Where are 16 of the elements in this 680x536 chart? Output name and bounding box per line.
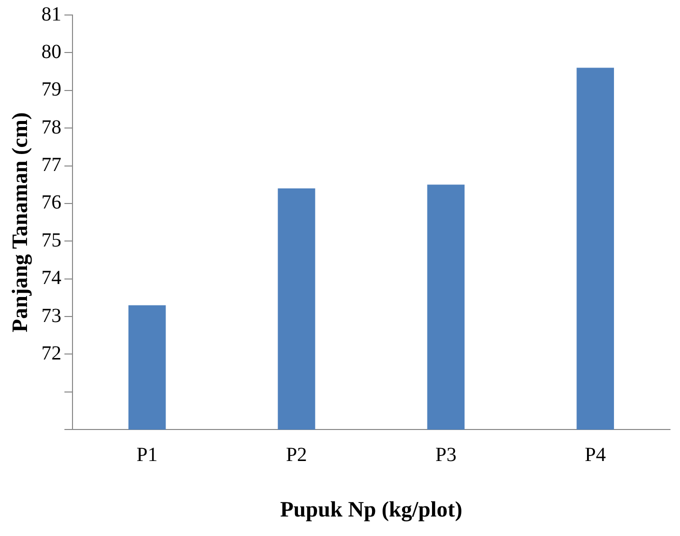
x-tick-label: P3 xyxy=(435,444,456,466)
y-tick-label: 75 xyxy=(41,229,62,252)
x-axis-title: Pupuk Np (kg/plot) xyxy=(280,496,462,522)
y-tick-label: 80 xyxy=(41,40,62,63)
y-tick-label: 81 xyxy=(41,3,62,26)
x-tick-label: P1 xyxy=(136,444,158,466)
x-tick-label: P4 xyxy=(584,444,606,466)
y-tick-label: 74 xyxy=(41,267,62,290)
y-axis-title: Panjang Tanaman (cm) xyxy=(6,112,32,332)
y-tick-label: 78 xyxy=(41,116,62,138)
y-tick-label: 73 xyxy=(41,304,62,327)
y-tick-label: 77 xyxy=(41,154,62,176)
y-tick-label: 76 xyxy=(41,192,62,214)
y-tick-label: 72 xyxy=(41,342,62,364)
x-tick-label: P2 xyxy=(286,444,308,466)
y-tick-label: 79 xyxy=(41,78,62,101)
